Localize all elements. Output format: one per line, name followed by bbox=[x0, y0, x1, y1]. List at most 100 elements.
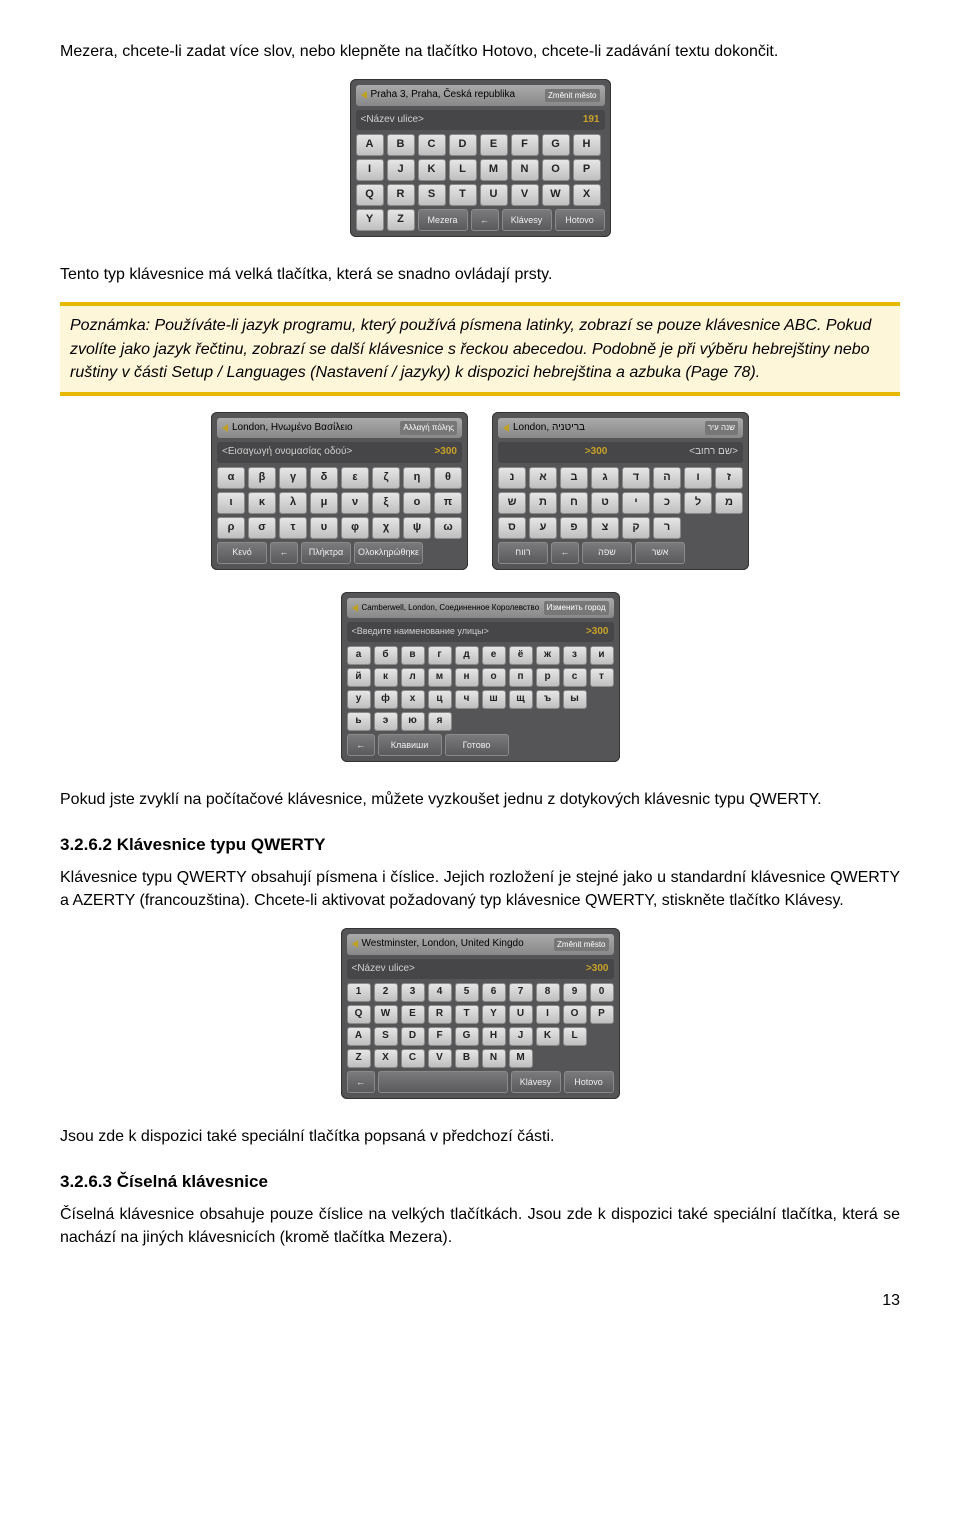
key-י[interactable]: י bbox=[622, 492, 650, 514]
back-icon[interactable] bbox=[503, 424, 509, 432]
key-δ[interactable]: δ bbox=[310, 467, 338, 489]
key-ю[interactable]: ю bbox=[401, 712, 425, 731]
key-ו[interactable]: ו bbox=[684, 467, 712, 489]
key-ш[interactable]: ш bbox=[482, 690, 506, 709]
key-O[interactable]: O bbox=[542, 159, 570, 181]
key-I[interactable]: I bbox=[536, 1005, 560, 1024]
key-done[interactable]: Ολοκληρώθηκε bbox=[354, 542, 423, 564]
key-W[interactable]: W bbox=[374, 1005, 398, 1024]
back-icon[interactable] bbox=[352, 940, 358, 948]
key-ο[interactable]: ο bbox=[403, 492, 431, 514]
key-hotovo[interactable]: Hotovo bbox=[564, 1071, 614, 1093]
key-υ[interactable]: υ bbox=[310, 517, 338, 539]
key-ω[interactable]: ω bbox=[434, 517, 462, 539]
key-D[interactable]: D bbox=[449, 134, 477, 156]
key-7[interactable]: 7 bbox=[509, 983, 533, 1002]
key-z[interactable]: Z bbox=[387, 209, 415, 231]
key-8[interactable]: 8 bbox=[536, 983, 560, 1002]
key-5[interactable]: 5 bbox=[455, 983, 479, 1002]
key-hotovo[interactable]: Hotovo bbox=[555, 209, 605, 231]
key-Q[interactable]: Q bbox=[347, 1005, 371, 1024]
key-klavesy[interactable]: Klávesy bbox=[511, 1071, 561, 1093]
key-и[interactable]: и bbox=[590, 646, 614, 665]
key-ח[interactable]: ח bbox=[560, 492, 588, 514]
key-ь[interactable]: ь bbox=[347, 712, 371, 731]
key-π[interactable]: π bbox=[434, 492, 462, 514]
key-р[interactable]: р bbox=[536, 668, 560, 687]
key-done-he[interactable]: אשר bbox=[635, 542, 685, 564]
key-м[interactable]: м bbox=[428, 668, 452, 687]
key-с[interactable]: с bbox=[563, 668, 587, 687]
key-F[interactable]: F bbox=[428, 1027, 452, 1046]
key-ב[interactable]: ב bbox=[560, 467, 588, 489]
key-backspace[interactable]: ← bbox=[471, 209, 499, 231]
key-ы[interactable]: ы bbox=[563, 690, 587, 709]
key-B[interactable]: B bbox=[455, 1049, 479, 1068]
key-ν[interactable]: ν bbox=[341, 492, 369, 514]
key-N[interactable]: N bbox=[482, 1049, 506, 1068]
key-κ[interactable]: κ bbox=[248, 492, 276, 514]
key-ё[interactable]: ё bbox=[509, 646, 533, 665]
key-L[interactable]: L bbox=[563, 1027, 587, 1046]
key-ע[interactable]: ע bbox=[529, 517, 557, 539]
key-ι[interactable]: ι bbox=[217, 492, 245, 514]
key-μ[interactable]: μ bbox=[310, 492, 338, 514]
key-backspace[interactable]: ← bbox=[347, 734, 375, 756]
key-L[interactable]: L bbox=[449, 159, 477, 181]
key-ז[interactable]: ז bbox=[715, 467, 743, 489]
key-χ[interactable]: χ bbox=[372, 517, 400, 539]
key-θ[interactable]: θ bbox=[434, 467, 462, 489]
key-ק[interactable]: ק bbox=[622, 517, 650, 539]
key-α[interactable]: α bbox=[217, 467, 245, 489]
russian-input-row[interactable]: <Введите наименование улицы> >300 bbox=[347, 622, 614, 643]
key-у[interactable]: у bbox=[347, 690, 371, 709]
key-4[interactable]: 4 bbox=[428, 983, 452, 1002]
key-S[interactable]: S bbox=[374, 1027, 398, 1046]
key-0[interactable]: 0 bbox=[590, 983, 614, 1002]
key-V[interactable]: V bbox=[511, 184, 539, 206]
key-space-he[interactable]: רווח bbox=[498, 542, 548, 564]
key-ל[interactable]: ל bbox=[684, 492, 712, 514]
key-β[interactable]: β bbox=[248, 467, 276, 489]
key-keno[interactable]: Κενό bbox=[217, 542, 267, 564]
key-פ[interactable]: פ bbox=[560, 517, 588, 539]
key-э[interactable]: э bbox=[374, 712, 398, 731]
key-я[interactable]: я bbox=[428, 712, 452, 731]
back-icon[interactable] bbox=[222, 424, 228, 432]
key-X[interactable]: X bbox=[573, 184, 601, 206]
key-W[interactable]: W bbox=[542, 184, 570, 206]
change-city-chip[interactable]: Změnit město bbox=[545, 89, 599, 103]
key-y[interactable]: Y bbox=[356, 209, 384, 231]
key-X[interactable]: X bbox=[374, 1049, 398, 1068]
key-о[interactable]: о bbox=[482, 668, 506, 687]
key-R[interactable]: R bbox=[387, 184, 415, 206]
key-ת[interactable]: ת bbox=[529, 492, 557, 514]
key-ф[interactable]: ф bbox=[374, 690, 398, 709]
key-х[interactable]: х bbox=[401, 690, 425, 709]
key-צ[interactable]: צ bbox=[591, 517, 619, 539]
key-ר[interactable]: ר bbox=[653, 517, 681, 539]
key-Q[interactable]: Q bbox=[356, 184, 384, 206]
key-3[interactable]: 3 bbox=[401, 983, 425, 1002]
key-τ[interactable]: τ bbox=[279, 517, 307, 539]
key-klavesy[interactable]: Klávesy bbox=[502, 209, 552, 231]
key-S[interactable]: S bbox=[418, 184, 446, 206]
key-φ[interactable]: φ bbox=[341, 517, 369, 539]
key-λ[interactable]: λ bbox=[279, 492, 307, 514]
change-city-chip[interactable]: Αλλαγή πόλης bbox=[400, 421, 457, 435]
key-ж[interactable]: ж bbox=[536, 646, 560, 665]
key-V[interactable]: V bbox=[428, 1049, 452, 1068]
key-1[interactable]: 1 bbox=[347, 983, 371, 1002]
key-η[interactable]: η bbox=[403, 467, 431, 489]
key-п[interactable]: п bbox=[509, 668, 533, 687]
abc-input-row[interactable]: <Název ulice> 191 bbox=[356, 110, 605, 131]
key-ζ[interactable]: ζ bbox=[372, 467, 400, 489]
key-T[interactable]: T bbox=[455, 1005, 479, 1024]
key-д[interactable]: д bbox=[455, 646, 479, 665]
key-mezera[interactable]: Mezera bbox=[418, 209, 468, 231]
key-E[interactable]: E bbox=[401, 1005, 425, 1024]
key-M[interactable]: M bbox=[509, 1049, 533, 1068]
key-ג[interactable]: ג bbox=[591, 467, 619, 489]
key-K[interactable]: K bbox=[536, 1027, 560, 1046]
key-א[interactable]: א bbox=[529, 467, 557, 489]
